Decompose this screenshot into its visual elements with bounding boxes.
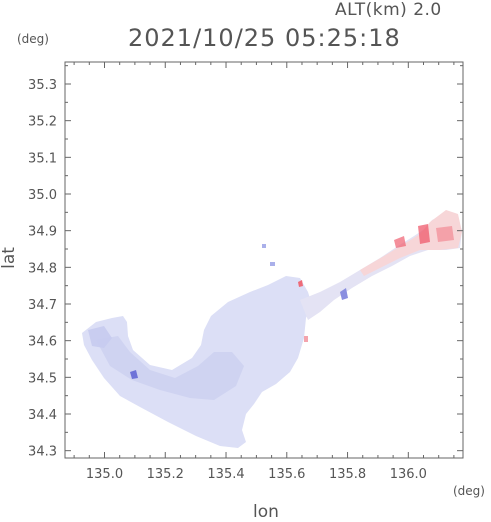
- bay-echo-patch: [88, 326, 112, 348]
- x-tick-label: 135.2: [147, 467, 184, 482]
- y-axis-unit: (deg): [17, 32, 49, 46]
- receding-echo-strong: [394, 236, 406, 248]
- bay-echo-patch: [96, 336, 244, 400]
- timestamp-title: 2021/10/25 05:25:18: [128, 24, 401, 52]
- receding-echo-spot: [304, 336, 308, 342]
- y-tick-label: 34.7: [28, 298, 57, 313]
- y-tick-label: 35.3: [28, 78, 57, 93]
- bay-echo-region: [82, 276, 312, 448]
- velocity-field: [82, 210, 462, 448]
- x-tick-label: 135.8: [329, 467, 366, 482]
- y-tick-label: 34.8: [28, 261, 57, 276]
- y-tick-label: 34.6: [28, 335, 57, 350]
- x-axis-label: lon: [253, 502, 279, 522]
- y-tick-label: 34.3: [28, 445, 57, 460]
- receding-echo-spot: [298, 280, 303, 287]
- receding-echo-strong: [436, 226, 454, 242]
- y-tick-label: 34.4: [28, 408, 57, 423]
- receding-echo-region: [360, 210, 462, 276]
- receding-echo-strong: [418, 224, 430, 244]
- y-tick-label: 35.2: [28, 115, 57, 130]
- y-tick-label: 34.9: [28, 225, 57, 240]
- approaching-echo-spot: [130, 370, 138, 379]
- y-tick-label: 35.0: [28, 188, 57, 203]
- approaching-echo-spot: [340, 288, 348, 300]
- approaching-echo-spot: [270, 262, 275, 266]
- altitude-label: ALT(km) 2.0: [335, 0, 442, 20]
- y-tick-label: 35.1: [28, 151, 57, 166]
- x-tick-label: 135.4: [207, 467, 244, 482]
- y-tick-label: 34.5: [28, 371, 57, 386]
- plot-frame: [64, 61, 464, 459]
- approaching-echo-spot: [262, 244, 266, 248]
- x-tick-label: 135.0: [86, 467, 123, 482]
- x-tick-label: 135.6: [268, 467, 305, 482]
- x-tick-label: 136.0: [390, 467, 427, 482]
- x-axis-unit: (deg): [453, 484, 485, 498]
- axes-layer: 135.0 135.2 135.4 135.6 135.8 136.0 34.3 34.4 34…: [28, 61, 464, 482]
